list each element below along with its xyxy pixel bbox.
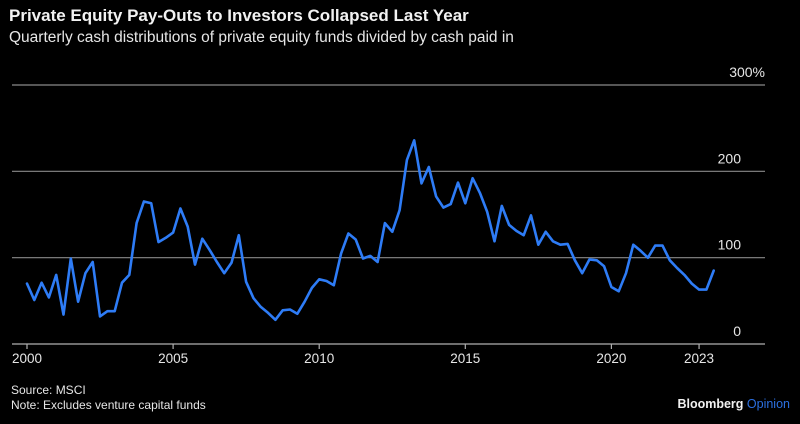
x-tick-label: 2020 [596, 351, 626, 366]
y-axis-ticks: 0 100 200 300% [718, 64, 765, 339]
y-tick-label: 0 [733, 323, 741, 339]
y-tick-label: 200 [718, 150, 742, 166]
x-tick-label: 2010 [304, 351, 334, 366]
logo-brand: Bloomberg [677, 397, 744, 411]
x-tick-label: 2000 [12, 351, 42, 366]
y-tick-label: 300% [729, 64, 765, 80]
x-axis: 2000 2005 2010 2015 2020 2023 [12, 343, 765, 366]
x-tick-label: 2023 [684, 351, 714, 366]
chart-title: Private Equity Pay-Outs to Investors Col… [9, 6, 469, 25]
gridlines [12, 84, 765, 259]
x-tick-label: 2005 [158, 351, 188, 366]
series-line [25, 139, 715, 322]
source-note: Source: MSCI [11, 383, 86, 397]
bloomberg-opinion-logo: Bloomberg Opinion [677, 397, 790, 411]
y-tick-label: 100 [718, 237, 742, 253]
footnote: Note: Excludes venture capital funds [11, 398, 206, 412]
series-group [25, 139, 715, 322]
logo-section: Opinion [746, 397, 790, 411]
chart-subtitle: Quarterly cash distributions of private … [9, 29, 514, 46]
x-tick-label: 2015 [450, 351, 480, 366]
